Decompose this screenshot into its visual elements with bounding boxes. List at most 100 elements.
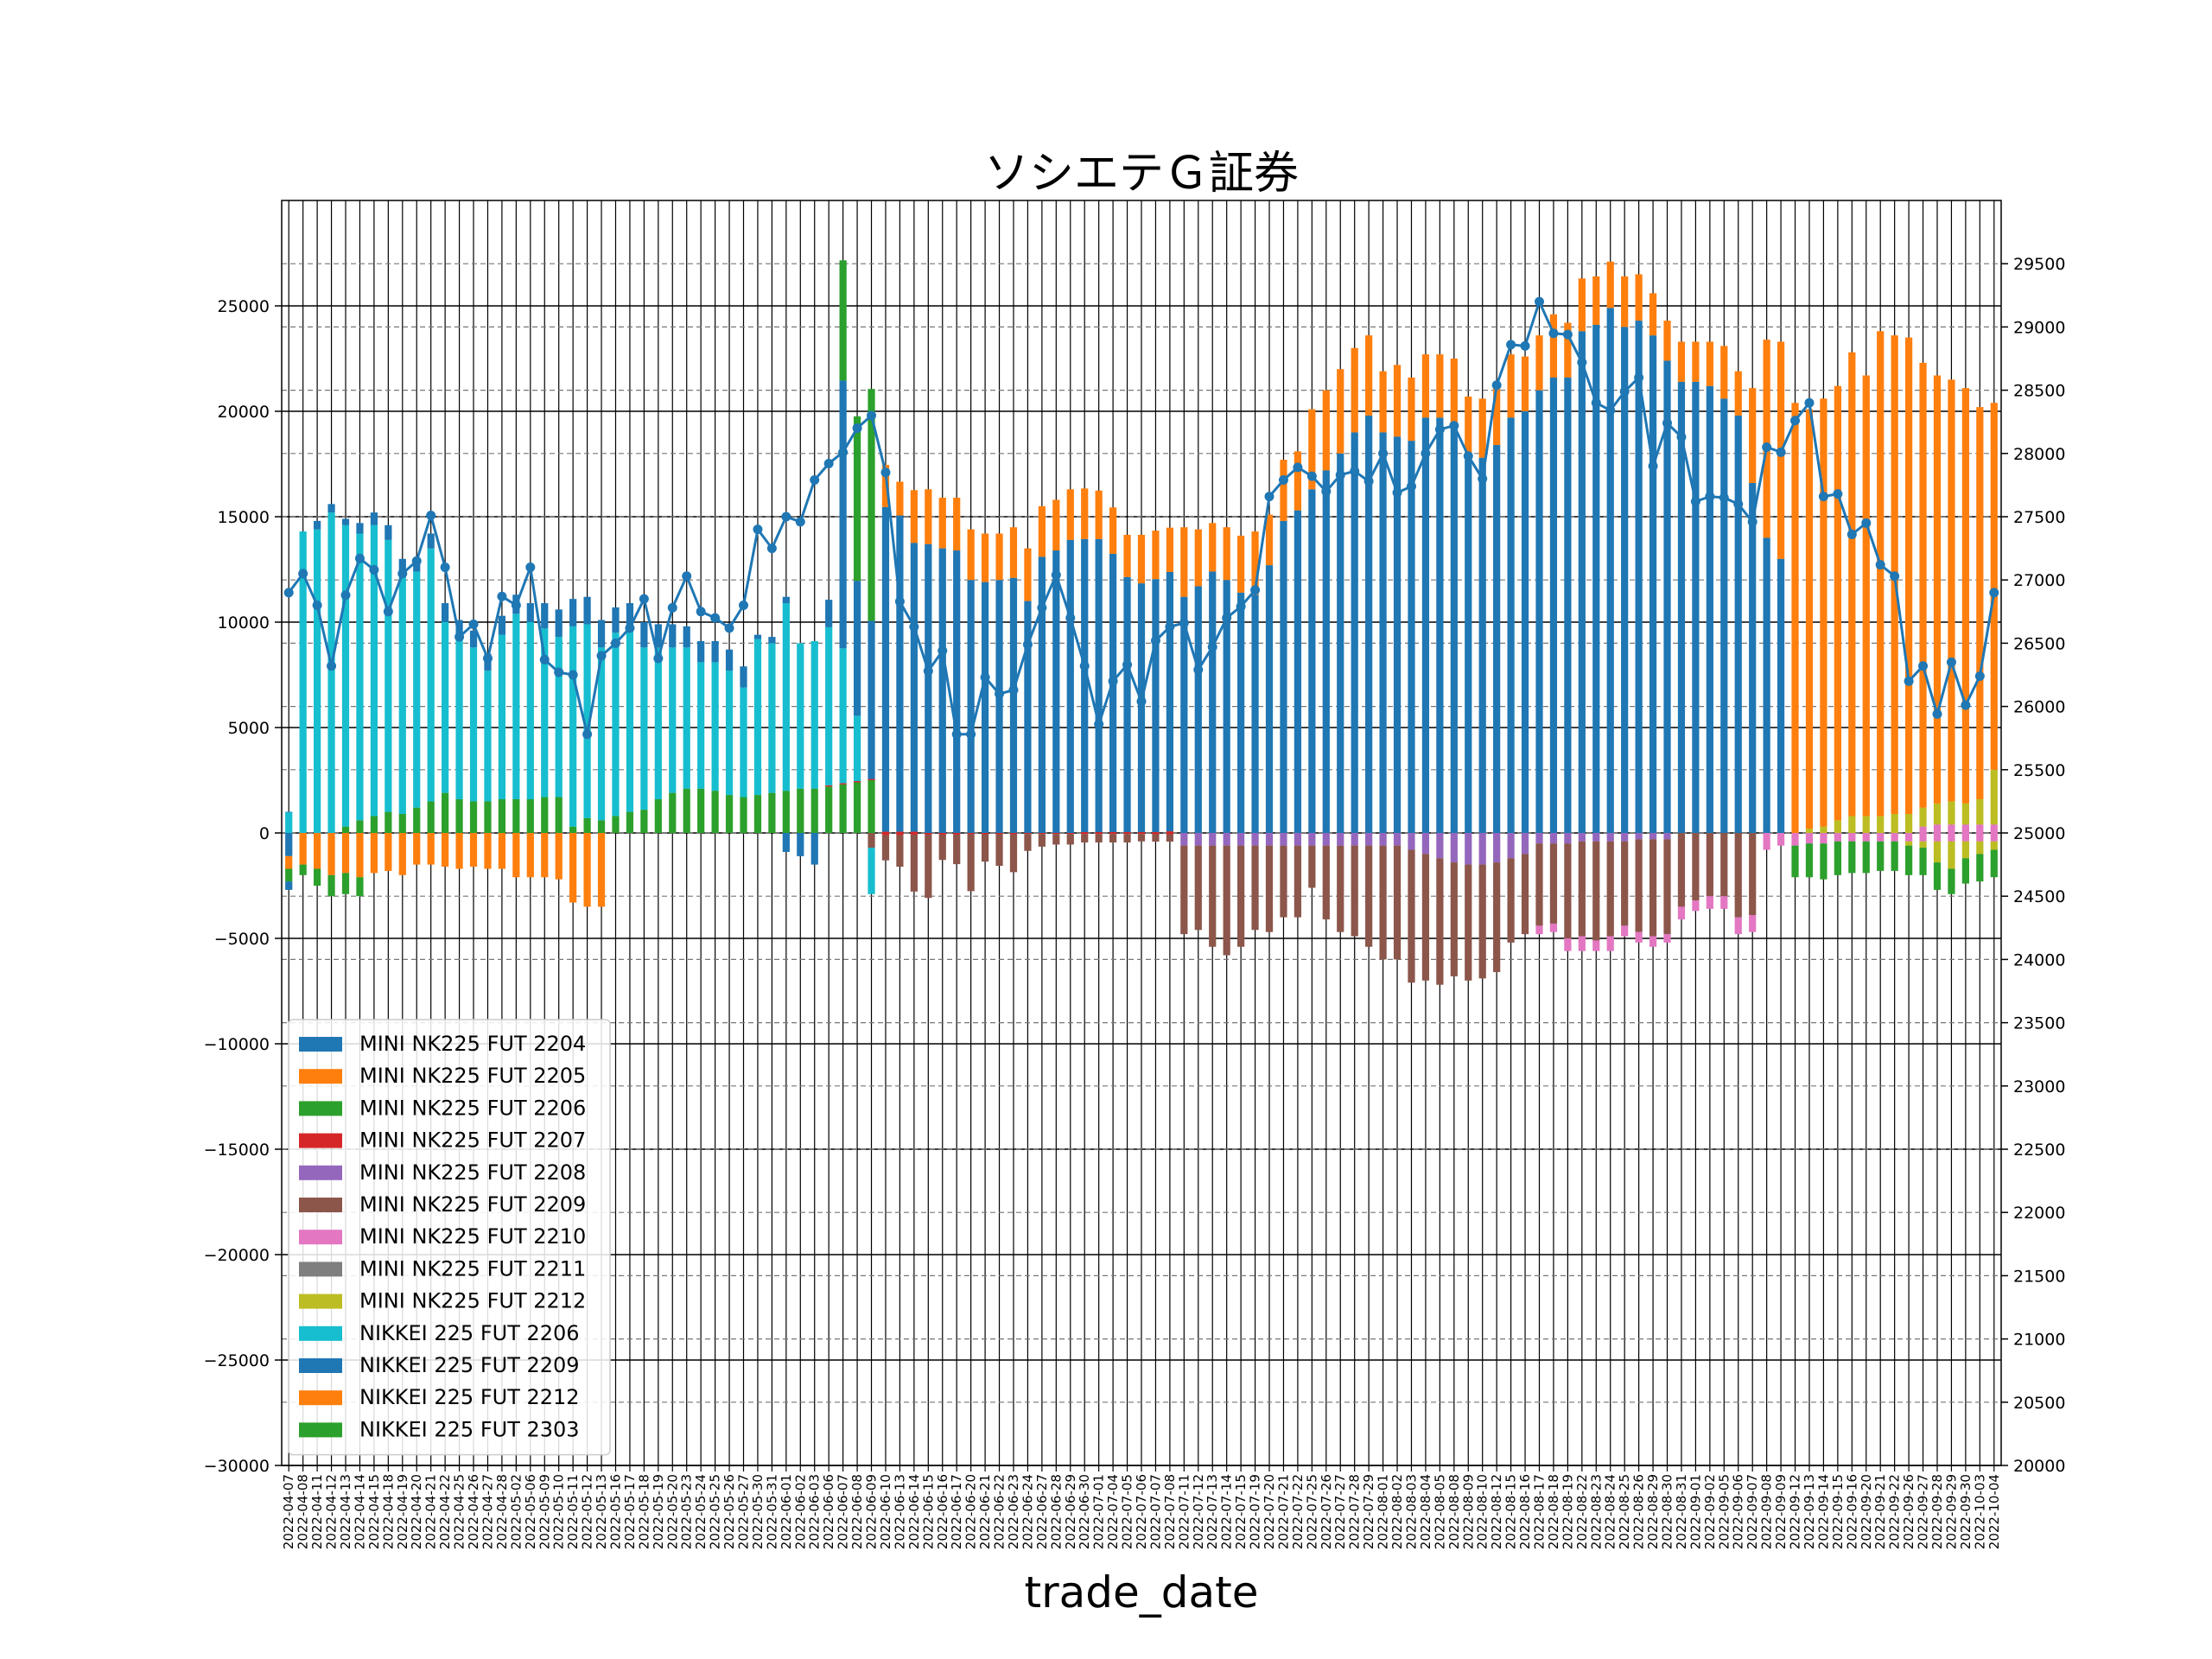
bar-nikkei-225-fut-2209 <box>427 533 435 549</box>
bar-mini-nk225-fut-2209 <box>1152 834 1160 842</box>
bar-nikkei-225-fut-2303 <box>1948 868 1955 894</box>
bar-nikkei-225-fut-2212 <box>1805 409 1814 830</box>
x-tick-label: 2022-05-20 <box>664 1474 680 1549</box>
x-tick-label: 2022-07-26 <box>1319 1474 1334 1549</box>
bar-mini-nk225-fut-2207 <box>1024 833 1032 835</box>
bar-nikkei-225-fut-2212 <box>1152 531 1160 580</box>
x-tick-label: 2022-04-14 <box>352 1474 367 1549</box>
bar-nikkei-225-fut-2206 <box>526 622 534 799</box>
price-line-point <box>1989 588 1999 598</box>
bar-nikkei-225-fut-2212 <box>953 498 961 551</box>
price-line-point <box>354 553 365 563</box>
legend-label: MINI NK225 FUT 2208 <box>359 1160 586 1185</box>
bar-nikkei-225-fut-2209 <box>385 524 392 540</box>
bar-mini-nk225-fut-2206 <box>555 797 563 833</box>
bar-mini-nk225-fut-2205 <box>299 833 307 865</box>
bar-mini-nk225-fut-2212 <box>1990 769 1998 825</box>
price-line-point <box>1790 416 1801 426</box>
x-tick-label: 2022-04-26 <box>466 1474 481 1549</box>
price-line-point <box>1250 585 1261 595</box>
bar-nikkei-225-fut-2206 <box>541 628 549 798</box>
price-line-point <box>639 594 649 604</box>
bar-mini-nk225-fut-2210 <box>1677 906 1686 920</box>
bar-mini-nk225-fut-2208 <box>1621 833 1629 842</box>
price-line-point <box>1335 470 1345 480</box>
bar-mini-nk225-fut-2209 <box>1564 843 1572 938</box>
bar-nikkei-225-fut-2209 <box>1152 579 1160 833</box>
y2-tick-label: 21500 <box>2013 1267 2065 1286</box>
bar-nikkei-225-fut-2212 <box>1109 507 1117 554</box>
bar-mini-nk225-fut-2207 <box>1081 833 1089 835</box>
bar-mini-nk225-fut-2208 <box>1294 833 1302 846</box>
x-tick-label: 2022-04-12 <box>324 1474 340 1549</box>
legend-swatch <box>299 1198 342 1212</box>
bar-mini-nk225-fut-2209 <box>1421 854 1430 981</box>
bar-nikkei-225-fut-2209 <box>1478 457 1486 833</box>
bar-nikkei-225-fut-2209 <box>341 518 350 525</box>
x-tick-label: 2022-08-12 <box>1489 1474 1504 1549</box>
bar-nikkei-225-fut-2303 <box>1820 843 1827 880</box>
bar-nikkei-225-fut-2209 <box>1280 520 1287 833</box>
bar-mini-nk225-fut-2206 <box>810 788 818 833</box>
bar-mini-nk225-fut-2206 <box>498 798 506 833</box>
bar-nikkei-225-fut-2206 <box>612 632 620 817</box>
bar-mini-nk225-fut-2207 <box>1095 832 1103 833</box>
bar-mini-nk225-fut-2209 <box>1535 843 1543 926</box>
bar-nikkei-225-fut-2212 <box>1393 365 1402 437</box>
y2-tick-label: 24500 <box>2013 887 2065 906</box>
bar-mini-nk225-fut-2206 <box>299 864 307 875</box>
bar-nikkei-225-fut-2209 <box>1564 377 1572 834</box>
y2-tick-label: 29000 <box>2013 318 2065 337</box>
bar-nikkei-225-fut-2212 <box>1848 352 1856 817</box>
bar-mini-nk225-fut-2208 <box>1592 833 1600 842</box>
bar-mini-nk225-fut-2206 <box>341 873 350 894</box>
y2-tick-label: 20500 <box>2013 1394 2065 1413</box>
bar-mini-nk225-fut-2209 <box>1606 841 1614 937</box>
legend: MINI NK225 FUT 2204 MINI NK225 FUT 2205 MI… <box>288 1019 611 1456</box>
price-line-point <box>1847 529 1857 539</box>
bar-nikkei-225-fut-2212 <box>1578 278 1586 332</box>
bar-mini-nk225-fut-2212 <box>1891 814 1898 833</box>
bar-nikkei-225-fut-2209 <box>868 620 875 779</box>
bar-nikkei-225-fut-2209 <box>938 548 946 833</box>
bar-mini-nk225-fut-2210 <box>1933 824 1942 833</box>
legend-box <box>288 1019 611 1456</box>
bar-mini-nk225-fut-2205 <box>597 833 606 907</box>
price-line-point <box>1321 486 1332 497</box>
price-line-point <box>411 556 422 566</box>
price-line-point <box>1378 448 1389 459</box>
bar-nikkei-225-fut-2212 <box>1137 534 1146 584</box>
bar-nikkei-225-fut-2206 <box>484 671 492 802</box>
price-line-point <box>298 569 308 579</box>
bar-nikkei-225-fut-2212 <box>896 481 904 516</box>
bar-mini-nk225-fut-2207 <box>938 833 946 835</box>
bar-mini-nk225-fut-2209 <box>1095 834 1103 842</box>
bar-mini-nk225-fut-2205 <box>583 833 591 907</box>
bar-nikkei-225-fut-2212 <box>1322 390 1330 471</box>
bar-nikkei-225-fut-2209 <box>1507 417 1515 833</box>
bar-mini-nk225-fut-2212 <box>1877 816 1885 833</box>
x-tick-label: 2022-09-30 <box>1958 1474 1974 1549</box>
bar-nikkei-225-fut-2209 <box>1535 390 1543 834</box>
y-tick-label: −30000 <box>204 1457 270 1476</box>
bar-nikkei-225-fut-2209 <box>953 550 961 833</box>
bar-mini-nk225-fut-2210 <box>1891 833 1898 842</box>
x-tick-label: 2022-07-04 <box>1105 1474 1121 1549</box>
bar-nikkei-225-fut-2209 <box>1649 335 1657 833</box>
bar-nikkei-225-fut-2209 <box>455 620 463 639</box>
bar-mini-nk225-fut-2207 <box>1109 833 1117 835</box>
y-axis-left: −30000 −25000 −20000 −15000 −10000 −5000 0 5000… <box>204 297 282 1476</box>
bar-nikkei-225-fut-2212 <box>1507 354 1515 418</box>
bar-nikkei-225-fut-2206 <box>711 662 719 791</box>
bar-nikkei-225-fut-2209 <box>768 637 776 644</box>
bar-nikkei-225-fut-2209 <box>725 649 734 671</box>
bar-mini-nk225-fut-2210 <box>1763 833 1770 850</box>
x-tick-label: 2022-09-13 <box>1802 1474 1817 1549</box>
bar-nikkei-225-fut-2206 <box>697 662 705 789</box>
bar-mini-nk225-fut-2210 <box>1948 824 1955 833</box>
bar-mini-nk225-fut-2206 <box>356 820 364 833</box>
bar-nikkei-225-fut-2209 <box>853 581 861 716</box>
bar-mini-nk225-fut-2209 <box>1351 845 1358 937</box>
x-tick-label: 2022-07-28 <box>1347 1474 1363 1549</box>
price-line-point <box>1577 357 1587 367</box>
